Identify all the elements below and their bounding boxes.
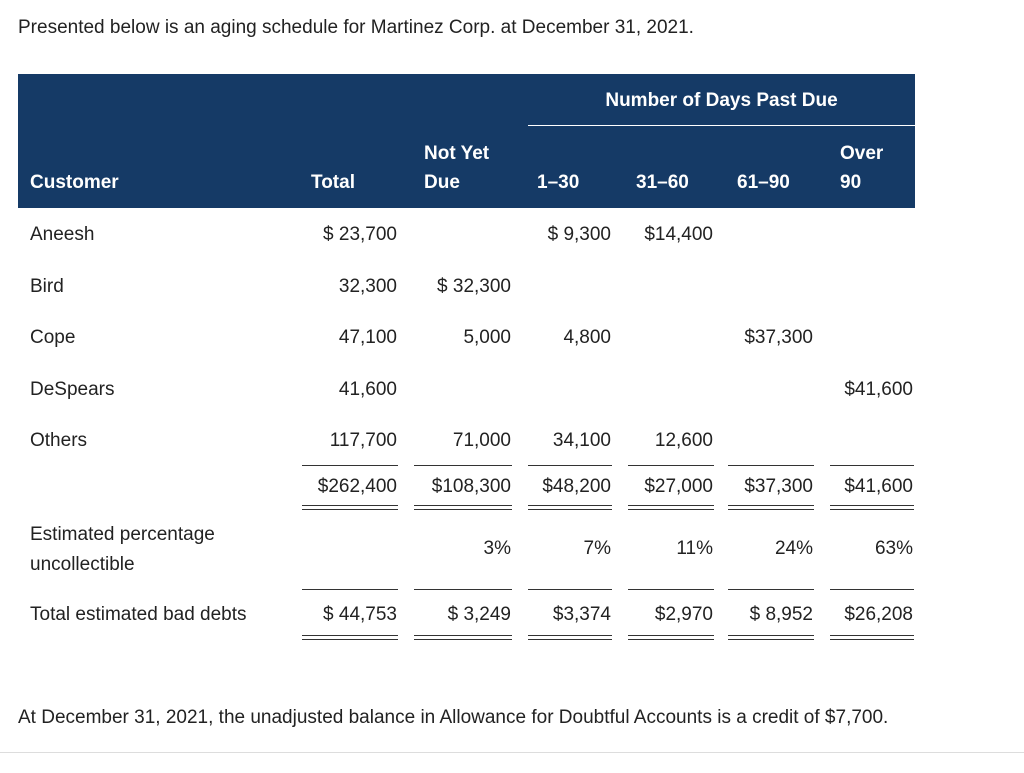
double-rule: [528, 635, 612, 636]
single-rule: [628, 589, 714, 590]
row-cell: 117,700: [329, 430, 397, 451]
double-rule: [414, 635, 512, 636]
single-rule: [302, 589, 398, 590]
double-rule: [628, 635, 714, 636]
column-header: 1–30: [537, 172, 580, 193]
total-cell: $37,300: [744, 476, 813, 497]
double-rule: [628, 505, 714, 506]
double-rule: [728, 509, 814, 510]
double-rule: [414, 509, 512, 510]
bad-debt-cell: $ 8,952: [749, 604, 813, 625]
column-header: Total: [311, 172, 355, 193]
single-rule: [528, 465, 612, 466]
double-rule: [830, 639, 914, 640]
group-header: Number of Days Past Due: [605, 90, 838, 111]
percentage-cell: 11%: [676, 538, 713, 559]
double-rule: [302, 505, 398, 506]
double-rule: [628, 509, 714, 510]
column-header: 31–60: [636, 172, 689, 193]
row-label: Bird: [30, 276, 64, 297]
single-rule: [830, 589, 914, 590]
total-cell: $48,200: [542, 476, 611, 497]
single-rule: [414, 589, 512, 590]
double-rule: [830, 505, 914, 506]
row-cell: $ 32,300: [437, 276, 511, 297]
column-header: Over 90: [840, 143, 884, 193]
row-cell: $ 9,300: [547, 224, 611, 245]
row-cell: 34,100: [552, 430, 611, 451]
double-rule: [728, 505, 814, 506]
row-cell: $37,300: [744, 327, 813, 348]
single-rule: [414, 465, 512, 466]
row-label: Cope: [30, 327, 76, 348]
single-rule: [628, 465, 714, 466]
single-rule: [728, 589, 814, 590]
column-header: 61–90: [737, 172, 790, 193]
double-rule: [414, 639, 512, 640]
row-cell: 12,600: [654, 430, 713, 451]
footer-text: At December 31, 2021, the unadjusted bal…: [18, 707, 889, 728]
single-rule: [302, 465, 398, 466]
double-rule: [302, 635, 398, 636]
column-header: Customer: [30, 172, 119, 193]
double-rule: [728, 639, 814, 640]
double-rule: [528, 509, 612, 510]
total-cell: $41,600: [844, 476, 913, 497]
row-label: DeSpears: [30, 379, 115, 400]
percentage-cell: 24%: [774, 538, 813, 559]
double-rule: [302, 509, 398, 510]
single-rule: [830, 465, 914, 466]
double-rule: [728, 635, 814, 636]
total-cell: $108,300: [431, 476, 511, 497]
single-rule: [728, 465, 814, 466]
column-header: Not Yet Due: [424, 143, 490, 193]
row-cell: 71,000: [452, 430, 511, 451]
total-cell: $262,400: [317, 476, 397, 497]
percentage-cell: 7%: [583, 538, 611, 559]
row-cell: $14,400: [644, 224, 713, 245]
double-rule: [414, 505, 512, 506]
double-rule: [528, 505, 612, 506]
table-header-band: [18, 74, 915, 208]
group-header-rule: [528, 125, 915, 126]
row-cell: $41,600: [844, 379, 913, 400]
bad-debt-cell: $ 44,753: [323, 604, 397, 625]
bad-debt-cell: $3,374: [552, 604, 611, 625]
bottom-rule: [0, 752, 1024, 753]
bad-debt-cell: $ 3,249: [447, 604, 511, 625]
row-cell: 5,000: [463, 327, 511, 348]
bad-debt-cell: $2,970: [654, 604, 713, 625]
double-rule: [302, 639, 398, 640]
row-cell: 32,300: [338, 276, 397, 297]
single-rule: [528, 589, 612, 590]
row-cell: 41,600: [338, 379, 397, 400]
row-label: Others: [30, 430, 88, 451]
percentage-cell: 3%: [483, 538, 511, 559]
bad-debt-label: Total estimated bad debts: [30, 604, 247, 625]
row-cell: 4,800: [563, 327, 611, 348]
percentage-cell: 63%: [874, 538, 913, 559]
intro-text: Presented below is an aging schedule for…: [18, 17, 694, 38]
total-cell: $27,000: [644, 476, 713, 497]
percentage-label: Estimated percentage uncollectible: [30, 524, 215, 575]
row-label: Aneesh: [30, 224, 95, 245]
double-rule: [830, 509, 914, 510]
bad-debt-cell: $26,208: [844, 604, 913, 625]
row-cell: 47,100: [338, 327, 397, 348]
row-cell: $ 23,700: [323, 224, 397, 245]
double-rule: [628, 639, 714, 640]
double-rule: [830, 635, 914, 636]
double-rule: [528, 639, 612, 640]
